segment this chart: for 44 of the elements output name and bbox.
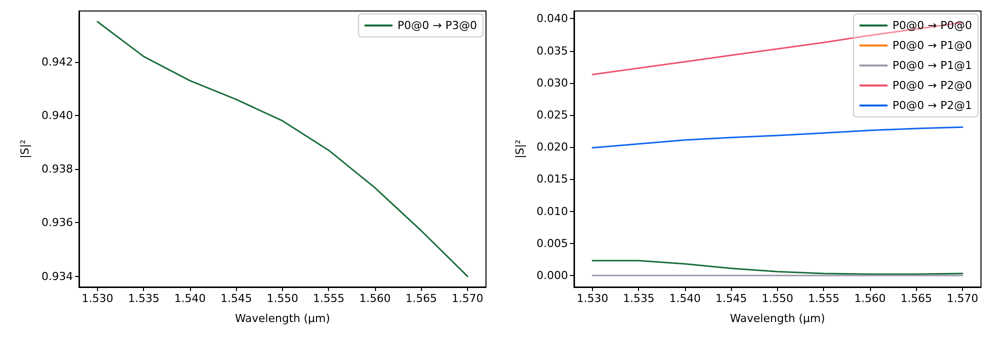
legend-label: P0@0 → P2@0	[892, 79, 972, 92]
y-tick-label: 0.025	[536, 108, 568, 122]
y-tick-label: 0.030	[536, 76, 568, 90]
x-tick-label: 1.530	[82, 292, 114, 305]
x-axis-title: Wavelength (µm)	[730, 312, 826, 325]
y-tick-label: 0.942	[42, 55, 73, 68]
x-tick-label: 1.545	[716, 292, 747, 305]
x-tick-label: 1.555	[313, 292, 344, 305]
y-tick-label: 0.940	[42, 109, 73, 122]
legend-label: P0@0 → P1@0	[892, 39, 972, 52]
x-tick-label: 1.555	[808, 292, 840, 305]
x-tick-label: 1.570	[452, 292, 484, 305]
legend-label: P0@0 → P1@1	[892, 59, 972, 72]
x-tick-label: 1.535	[128, 292, 160, 305]
x-tick-label: 1.550	[762, 292, 794, 305]
x-tick-label: 1.540	[669, 292, 701, 305]
x-tick-label: 1.560	[359, 292, 391, 305]
x-tick-label: 1.530	[576, 292, 608, 305]
y-tick-label: 0.010	[536, 204, 568, 218]
legend-label: P0@0 → P0@0	[892, 19, 972, 32]
y-tick-label: 0.035	[536, 44, 568, 58]
line-series	[592, 126, 964, 148]
y-tick-label: 0.936	[42, 216, 73, 230]
x-tick-label: 1.545	[220, 292, 252, 305]
y-tick-label: 0.040	[536, 12, 568, 26]
y-tick-label: 0.938	[42, 162, 73, 176]
y-axis-title: |S|²	[514, 140, 527, 158]
line-series	[592, 260, 964, 275]
x-tick-label: 1.565	[406, 292, 437, 305]
legend-label: P0@0 → P3@0	[398, 19, 478, 32]
x-tick-label: 1.535	[623, 292, 654, 305]
x-tick-label: 1.540	[174, 292, 206, 305]
y-tick-label: 0.000	[536, 268, 568, 282]
y-tick-label: 0.020	[536, 140, 568, 154]
legend-label: P0@0 → P2@1	[892, 99, 972, 112]
x-tick-label: 1.560	[854, 292, 886, 305]
x-tick-label: 1.570	[946, 292, 978, 305]
y-tick-label: 0.005	[536, 236, 568, 250]
x-tick-label: 1.550	[266, 292, 298, 305]
x-axis-title: Wavelength (µm)	[234, 312, 330, 325]
y-tick-label: 0.934	[42, 270, 73, 283]
y-axis-title: |S|²	[18, 140, 32, 158]
y-tick-label: 0.015	[536, 172, 568, 186]
x-tick-label: 1.565	[900, 292, 932, 305]
